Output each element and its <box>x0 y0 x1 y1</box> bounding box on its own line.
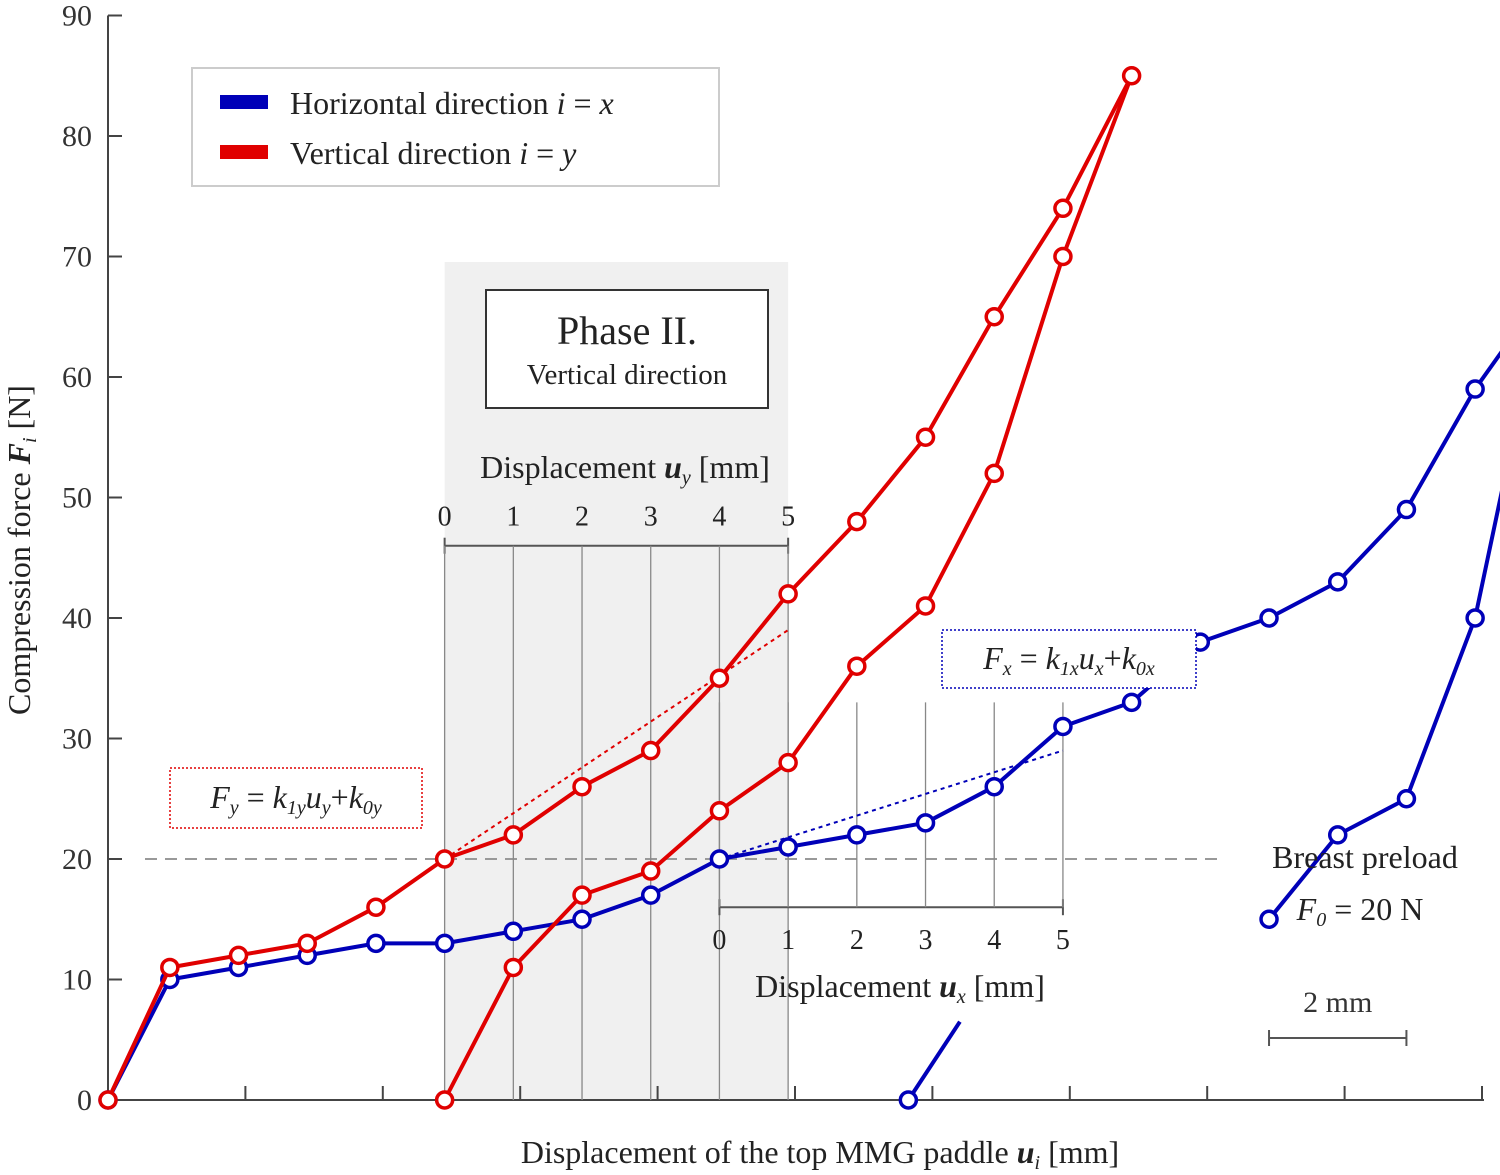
data-point-horizontal <box>1053 716 1073 737</box>
data-point-horizontal <box>1259 608 1279 628</box>
data-point-vertical <box>572 885 592 905</box>
data-point-horizontal <box>898 1090 919 1110</box>
data-point-vertical <box>778 752 798 773</box>
data-point-horizontal <box>1327 825 1348 845</box>
data-point-vertical <box>847 511 867 532</box>
series-group <box>98 66 1500 1110</box>
inset-y-tick-label: 4 <box>712 502 726 533</box>
data-point-horizontal <box>1465 379 1485 399</box>
data-point-vertical <box>1053 198 1073 219</box>
equation-horizontal-text: Fx = k1xux+k0x <box>982 640 1155 680</box>
series-horizontal <box>98 350 1500 1110</box>
data-point-vertical <box>98 1090 118 1110</box>
data-point-horizontal <box>366 933 386 954</box>
legend-item-vertical: Vertical direction i = y <box>290 135 577 171</box>
inset-y-tick-label: 1 <box>506 502 520 533</box>
x-axis-label: Displacement of the top MMG paddle ui [m… <box>521 1134 1119 1174</box>
data-point-vertical <box>434 849 455 869</box>
data-point-vertical <box>709 668 730 688</box>
data-point-horizontal <box>915 813 936 833</box>
data-point-vertical <box>915 596 936 616</box>
data-point-horizontal <box>1327 572 1348 592</box>
scale-bar <box>1268 1030 1408 1046</box>
data-point-horizontal <box>778 837 798 857</box>
scale-bar-label: 2 mm <box>1303 986 1372 1019</box>
data-point-vertical <box>434 1090 455 1110</box>
data-point-horizontal <box>640 885 661 905</box>
data-point-vertical <box>847 656 867 676</box>
data-point-vertical <box>1121 66 1142 86</box>
data-point-vertical <box>640 740 661 761</box>
data-point-vertical <box>503 957 524 978</box>
series-line-horizontal <box>106 350 1500 1101</box>
data-point-horizontal <box>1259 909 1279 929</box>
inset-x-tick-label: 4 <box>987 925 1001 956</box>
inset-y-tick-label: 3 <box>644 502 658 533</box>
inset-x-tick-label: 0 <box>712 925 726 956</box>
y-tick-label: 20 <box>62 843 92 876</box>
y-axis-label: Compression force Fi [N] <box>1 385 41 715</box>
y-tick-label: 70 <box>62 241 92 274</box>
data-point-horizontal <box>503 921 524 942</box>
data-point-vertical <box>228 945 249 966</box>
phase-subtitle: Vertical direction <box>527 359 728 391</box>
data-point-vertical <box>1053 246 1073 267</box>
inset-y-tick-label: 0 <box>438 502 452 533</box>
data-point-vertical <box>915 427 936 447</box>
inset-y-tick-label: 2 <box>575 502 589 533</box>
data-point-vertical <box>984 463 1004 484</box>
fit-line-vertical <box>444 629 789 860</box>
data-point-vertical <box>366 897 386 917</box>
inset-x-label: Displacement ux [mm] <box>755 968 1045 1008</box>
series-vertical <box>98 66 1142 1110</box>
data-point-horizontal <box>847 825 867 845</box>
data-point-horizontal <box>1396 789 1417 809</box>
preload-label-line1: Breast preload <box>1272 839 1458 875</box>
series-line-vertical <box>106 74 1134 1101</box>
data-point-vertical <box>640 861 661 881</box>
preload-label-line2: F0 = 20 N <box>1296 891 1424 931</box>
y-tick-label: 50 <box>62 482 92 515</box>
legend: Horizontal direction i = x Vertical dire… <box>191 67 720 187</box>
data-point-horizontal <box>984 776 1004 797</box>
inset-y-tick-label: 5 <box>781 502 795 533</box>
y-tick-label: 30 <box>62 723 92 756</box>
phase-ii-box: Phase II. Vertical direction <box>485 289 769 409</box>
data-point-horizontal <box>1465 608 1485 628</box>
inset-x-tick-label: 2 <box>850 925 864 956</box>
y-tick-labels: 0 10 20 30 40 50 60 70 80 90 <box>62 0 92 1117</box>
y-tick-label: 10 <box>62 964 92 997</box>
y-tick-label: 0 <box>77 1084 92 1117</box>
equation-horizontal: Fx = k1xux+k0x <box>941 629 1197 689</box>
data-point-vertical <box>984 307 1004 327</box>
data-point-horizontal <box>1396 499 1417 520</box>
data-point-horizontal <box>1121 692 1142 713</box>
data-point-horizontal <box>709 849 730 869</box>
series-line-horizontal <box>1267 490 1500 921</box>
y-tick-label: 80 <box>62 120 92 153</box>
data-point-horizontal <box>434 933 455 954</box>
data-point-vertical <box>503 825 524 845</box>
data-point-vertical <box>778 584 798 604</box>
inset-x-tick-label: 5 <box>1056 925 1070 956</box>
inset-x-tick-label: 3 <box>919 925 933 956</box>
equation-vertical: Fy = k1yuy+k0y <box>169 767 423 829</box>
y-tick-label: 90 <box>62 0 92 33</box>
equation-vertical-text: Fy = k1yuy+k0y <box>209 779 382 819</box>
y-tick-label: 40 <box>62 602 92 635</box>
inset-y-label: Displacement uy [mm] <box>480 449 770 489</box>
data-point-vertical <box>709 801 730 821</box>
y-tick-label: 60 <box>62 361 92 394</box>
phase-title: Phase II. <box>557 308 697 353</box>
legend-item-horizontal: Horizontal direction i = x <box>290 85 614 121</box>
data-point-horizontal <box>572 909 592 929</box>
legend-swatch-horizontal <box>220 95 268 109</box>
data-point-vertical <box>297 933 317 954</box>
data-point-vertical <box>572 776 592 797</box>
series-line-horizontal <box>906 1020 962 1102</box>
legend-swatch-vertical <box>220 145 268 159</box>
data-point-vertical <box>160 957 180 978</box>
inset-x-tick-label: 1 <box>781 925 795 956</box>
